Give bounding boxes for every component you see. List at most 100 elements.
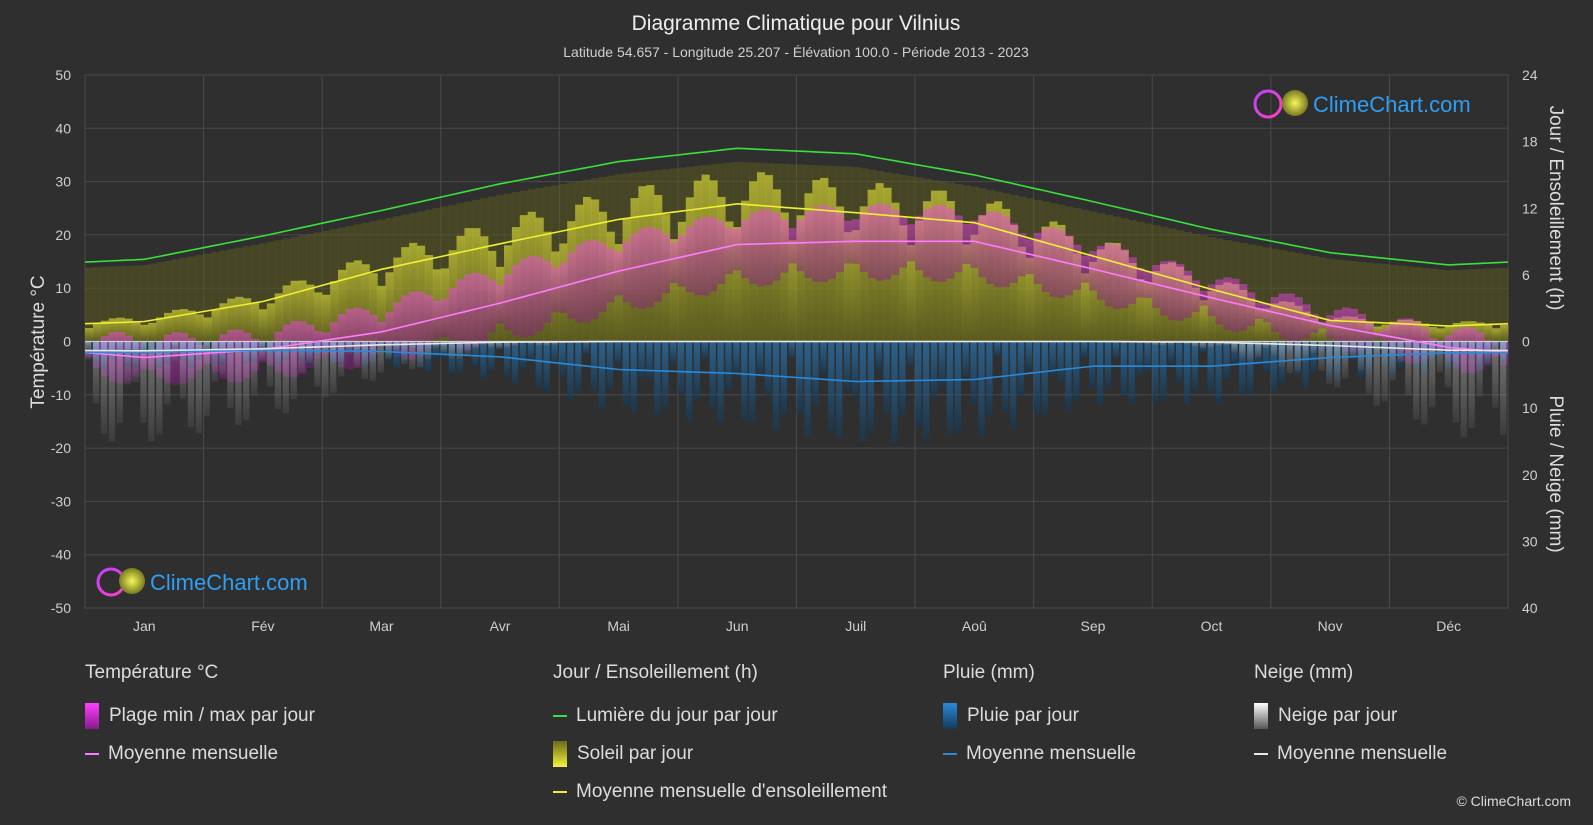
- temp-mean-line: [84, 240, 1509, 359]
- rain-day-bar: [551, 341, 558, 364]
- temp-range-day-bar: [922, 209, 932, 278]
- snow-day-bar: [1270, 341, 1278, 356]
- x-tick-label: Fév: [251, 618, 274, 634]
- rain-day-bar: [432, 341, 440, 359]
- sunshine-day-bar: [124, 318, 133, 342]
- rain-day-bar: [820, 341, 827, 375]
- legend-item-temp-mean[interactable]: Moyenne mensuelle: [85, 735, 315, 773]
- left-tick-label: 0: [63, 334, 71, 350]
- daylight-day-bar: [1389, 264, 1398, 342]
- temp-range-day-bar: [654, 229, 663, 302]
- temp-range-day-bar: [670, 241, 679, 283]
- brand-logo-top[interactable]: ClimeChart.com: [1253, 89, 1471, 119]
- rain-day-bar: [1112, 341, 1120, 359]
- sunshine-day-bar: [393, 257, 402, 342]
- rain-day-bar: [614, 341, 621, 365]
- temp-range-day-bar: [1152, 265, 1161, 308]
- temp-range-day-bar: [1215, 279, 1224, 325]
- x-tick-label: Avr: [490, 618, 511, 634]
- temp-range-day-bar: [788, 228, 797, 264]
- sunshine-day-bar: [219, 303, 228, 342]
- daylight-day-bar: [132, 265, 141, 342]
- sunshine-day-bar: [203, 317, 212, 342]
- temp-range-day-bar: [583, 240, 592, 323]
- temp-range-day-bar: [994, 211, 1003, 288]
- temp-range-day-bar: [511, 264, 521, 336]
- temp-range-day-bar: [907, 224, 916, 262]
- temp-range-day-bar: [464, 274, 473, 350]
- temp-range-day-bar: [401, 295, 410, 360]
- snow-day-bar: [116, 341, 123, 424]
- daylight-day-bar: [1357, 261, 1367, 342]
- daylight-day-bar: [211, 252, 220, 342]
- sunshine-day-bar: [401, 247, 410, 342]
- daylight-day-bar: [377, 219, 386, 342]
- copyright: © ClimeChart.com: [1456, 793, 1571, 809]
- rain-day-bar: [567, 341, 574, 401]
- legend-item-daylight[interactable]: Lumière du jour par jour: [553, 697, 887, 735]
- left-tick-label: 20: [55, 227, 71, 243]
- snow-day-bar: [195, 341, 203, 434]
- snow-day-bar: [266, 341, 274, 387]
- daylight-day-bar: [1397, 265, 1406, 342]
- daylight-day-bar: [195, 254, 204, 342]
- snow-day-bar: [527, 341, 535, 345]
- temp-range-day-bar: [1191, 280, 1201, 313]
- sunshine-day-bar: [851, 230, 861, 342]
- temp-range-day-bar: [1065, 235, 1074, 296]
- temp-range-day-bar: [1207, 284, 1216, 316]
- temp-range-day-bar: [1002, 215, 1011, 287]
- rain-day-bar: [559, 341, 566, 376]
- rain-day-bar: [1262, 341, 1270, 372]
- sunshine-mean-line: [84, 202, 1509, 327]
- sunshine-day-bar: [859, 206, 869, 342]
- snow-day-bar: [1294, 341, 1301, 372]
- temp-range-day-bar: [1009, 223, 1019, 283]
- sunshine-day-bar: [796, 215, 805, 342]
- sunshine-day-bar: [915, 220, 924, 342]
- legend-daylight: Jour / Ensoleillement (h) Lumière du jou…: [553, 662, 887, 811]
- rain-day-bar: [1168, 341, 1175, 364]
- temp-range-swatch-icon: [85, 703, 99, 729]
- rain-day-bar: [693, 341, 701, 401]
- daylight-day-bar: [1428, 268, 1438, 342]
- rain-day-bar: [1033, 341, 1040, 414]
- sunshine-day-bar: [1081, 273, 1090, 342]
- temp-range-day-bar: [741, 219, 750, 279]
- sunshine-day-bar: [369, 273, 378, 342]
- temp-range-day-bar: [409, 291, 418, 360]
- temp-range-day-bar: [385, 312, 394, 351]
- snow-mean-line-icon: [1254, 753, 1268, 755]
- snow-day-bar: [1247, 341, 1254, 361]
- temp-range-day-bar: [915, 215, 924, 271]
- rain-mean-line: [84, 349, 1509, 383]
- rain-day-bar: [535, 341, 542, 389]
- rain-day-bar: [1270, 341, 1278, 393]
- legend-item-rain[interactable]: Pluie par jour: [943, 697, 1136, 735]
- rain-day-bar: [788, 341, 795, 359]
- snow-day-bar: [456, 341, 463, 359]
- legend-item-sunshine[interactable]: Soleil par jour: [553, 735, 887, 773]
- right-bottom-tick-label: 40: [1522, 600, 1538, 616]
- legend-item-snow-mean[interactable]: Moyenne mensuelle: [1254, 735, 1447, 773]
- legend-item-snow[interactable]: Neige par jour: [1254, 697, 1447, 735]
- sunshine-day-bar: [1025, 257, 1035, 342]
- snow-day-bar: [551, 341, 558, 345]
- rain-day-bar: [733, 341, 740, 377]
- temp-range-day-bar: [1310, 314, 1319, 333]
- rain-day-bar: [393, 341, 400, 370]
- sunshine-day-bar: [1436, 328, 1446, 342]
- brand-logo-bottom[interactable]: ClimeChart.com: [96, 567, 308, 597]
- temp-range-day-bar: [772, 213, 782, 281]
- temp-range-day-bar: [986, 211, 995, 284]
- legend-item-temp-range[interactable]: Plage min / max par jour: [85, 697, 315, 735]
- snow-day-bar: [1397, 341, 1404, 362]
- legend-item-sunshine-mean[interactable]: Moyenne mensuelle d'ensoleillement: [553, 773, 887, 811]
- temp-range-day-bar: [630, 233, 639, 308]
- x-tick-label: Mar: [369, 618, 393, 634]
- snow-day-bar: [1492, 341, 1499, 408]
- snow-day-bar: [1460, 341, 1467, 438]
- legend-item-rain-mean[interactable]: Moyenne mensuelle: [943, 735, 1136, 773]
- sunshine-day-bar: [377, 285, 386, 342]
